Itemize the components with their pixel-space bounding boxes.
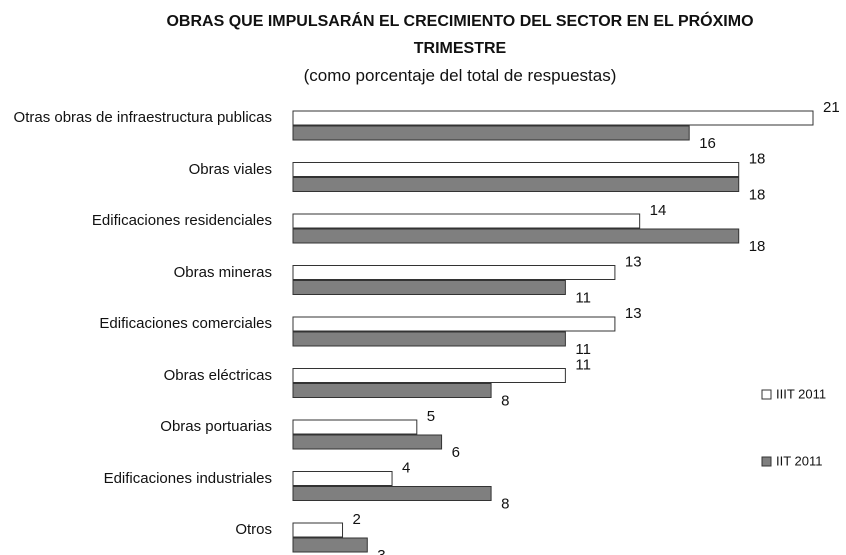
- legend-label: IIT 2011: [776, 453, 823, 468]
- value-label: 11: [575, 341, 591, 358]
- value-label: 13: [625, 305, 642, 322]
- value-label: 18: [749, 186, 766, 203]
- bar: [292, 265, 616, 280]
- category-label: Obras viales: [188, 160, 272, 178]
- bar: [292, 471, 393, 486]
- category-label: Otras obras de infraestructura publicas: [13, 109, 272, 126]
- category-label: Obras portuarias: [160, 418, 272, 435]
- bar: [292, 486, 492, 501]
- bar: [292, 228, 740, 244]
- bar: [292, 331, 566, 347]
- bar: [292, 537, 368, 553]
- bar: [292, 383, 492, 398]
- value-label: 14: [650, 202, 667, 219]
- bar: [292, 162, 740, 177]
- category-label: Edificaciones comerciales: [99, 315, 272, 332]
- value-label: 16: [699, 135, 716, 152]
- bar: [292, 177, 740, 192]
- bar: [292, 522, 344, 538]
- value-label: 5: [427, 408, 435, 425]
- chart-subtitle: (como porcentaje del total de respuestas…: [303, 66, 617, 85]
- value-label: 13: [625, 253, 642, 270]
- value-label: 6: [452, 444, 460, 461]
- category-label: Obras eléctricas: [163, 366, 272, 384]
- bar: [292, 368, 566, 383]
- value-label: 2: [353, 511, 361, 528]
- category-label: Otros: [235, 521, 272, 538]
- value-label: 18: [749, 150, 766, 167]
- category-label: Obras mineras: [173, 263, 272, 281]
- legend-swatch: [761, 389, 772, 400]
- bar: [292, 316, 616, 332]
- chart-title: OBRAS QUE IMPULSARÁN EL CRECIMIENTO DEL …: [166, 13, 754, 57]
- value-label: 11: [575, 289, 591, 306]
- category-label: Edificaciones residenciales: [91, 212, 272, 229]
- value-label: 3: [377, 547, 385, 555]
- value-label: 21: [823, 99, 840, 116]
- value-label: 8: [501, 392, 509, 409]
- bar: [292, 125, 690, 141]
- value-label: 4: [402, 459, 410, 476]
- bar: [292, 434, 443, 450]
- bar: [292, 280, 566, 295]
- legend-swatch: [761, 456, 772, 467]
- bar: [292, 213, 641, 229]
- bar: [292, 110, 814, 126]
- category-label: Edificaciones industriales: [103, 469, 272, 487]
- value-label: 8: [501, 495, 509, 512]
- value-label: 18: [749, 238, 766, 255]
- bar: [292, 419, 418, 435]
- legend-label: IIIT 2011: [776, 386, 826, 401]
- value-label: 11: [575, 356, 591, 373]
